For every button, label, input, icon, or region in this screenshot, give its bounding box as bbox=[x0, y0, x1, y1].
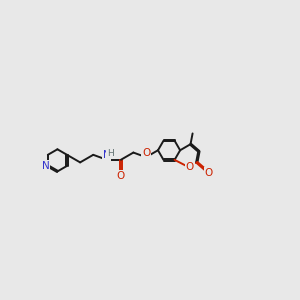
Text: N: N bbox=[103, 150, 111, 160]
Text: O: O bbox=[185, 162, 194, 172]
Text: O: O bbox=[205, 168, 213, 178]
Text: O: O bbox=[117, 171, 125, 181]
Text: H: H bbox=[106, 149, 113, 158]
Text: N: N bbox=[42, 161, 50, 171]
Text: O: O bbox=[142, 148, 150, 158]
